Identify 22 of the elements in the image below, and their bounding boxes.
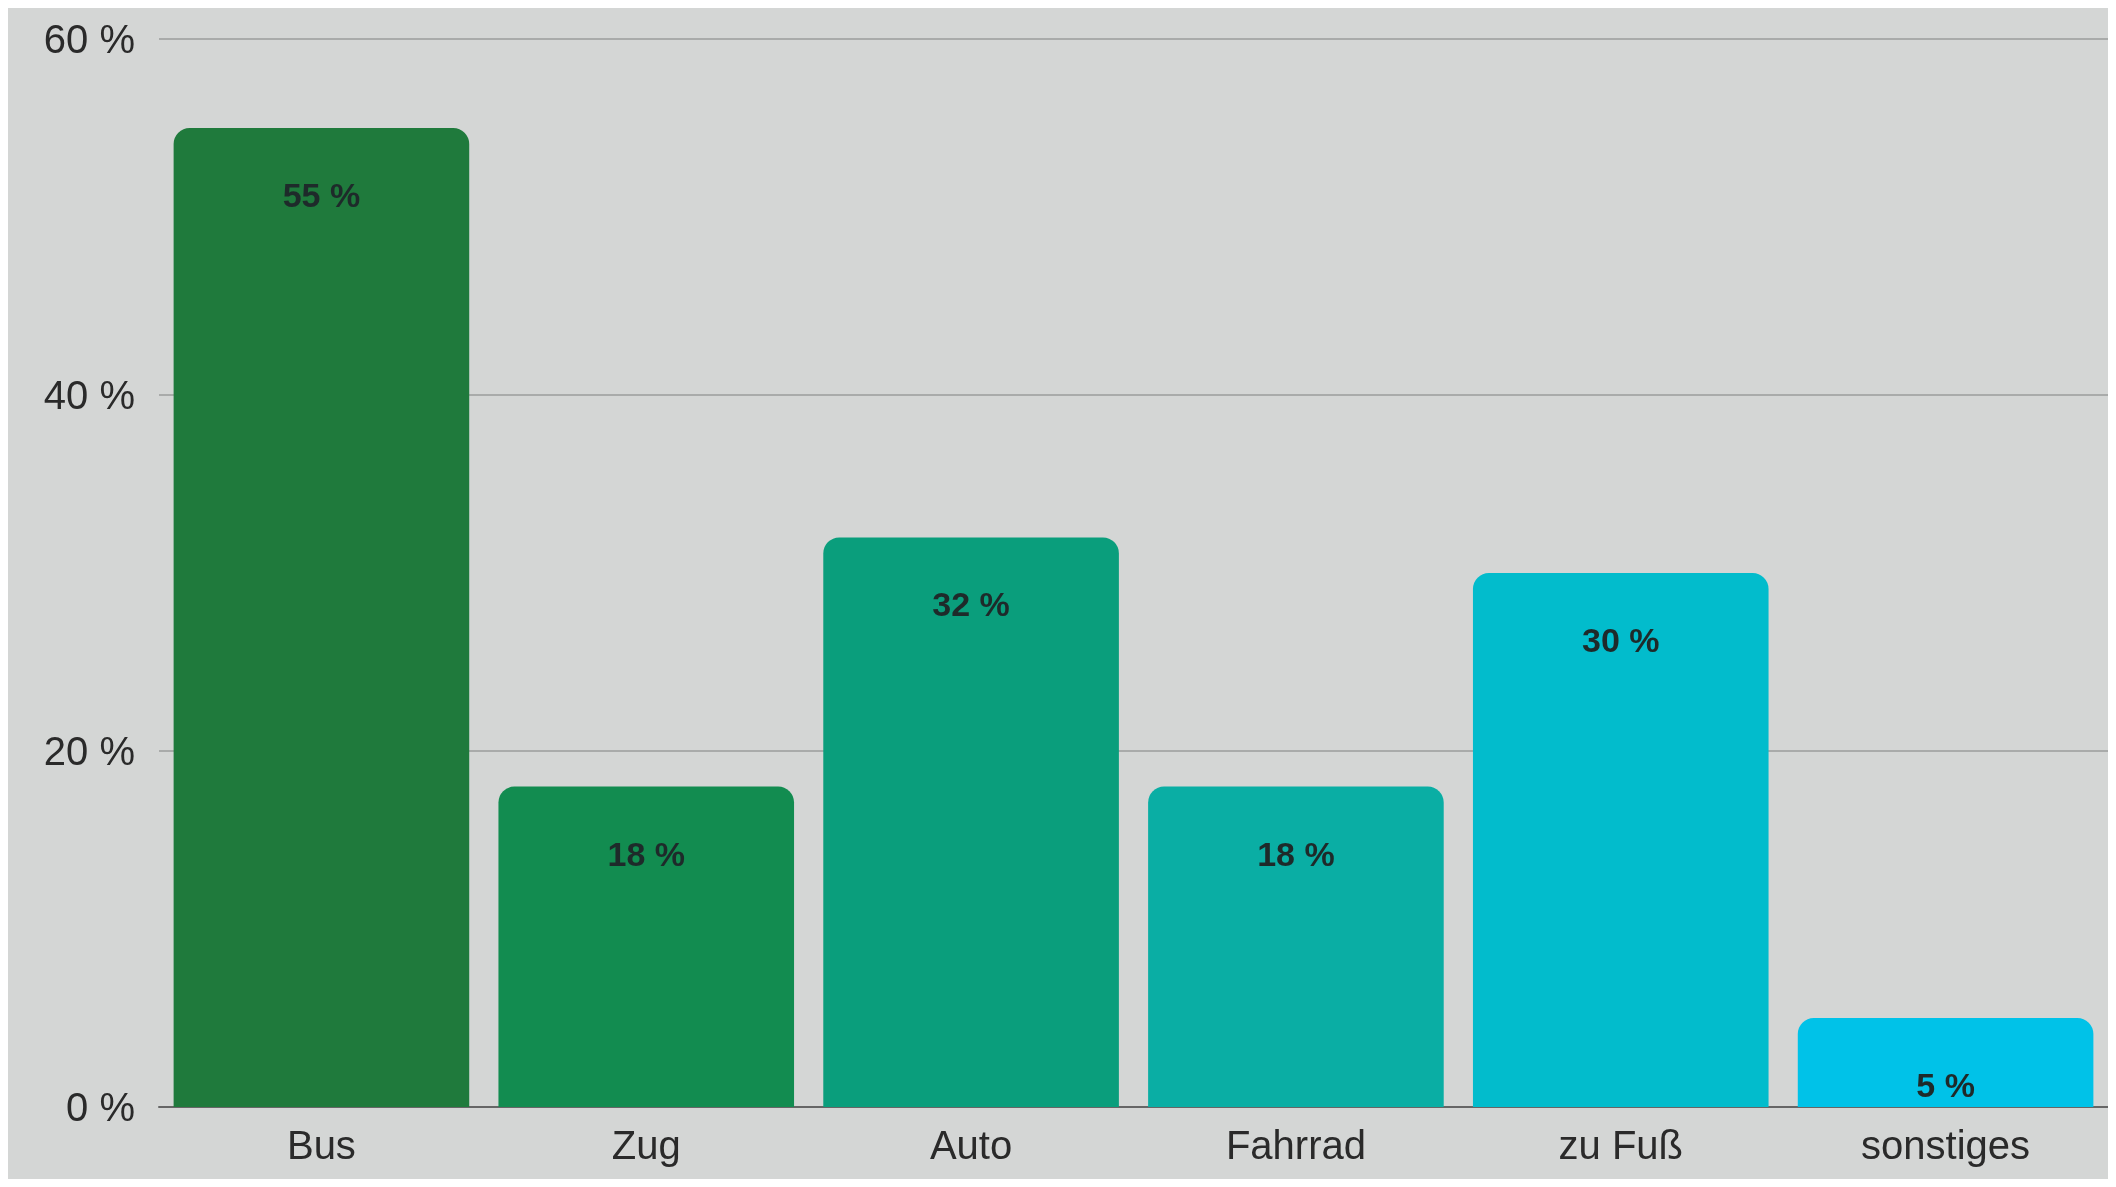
data-label: 18 % bbox=[607, 834, 685, 873]
x-tick-label: Bus bbox=[286, 1123, 356, 1167]
y-tick-label: 60 % bbox=[43, 17, 135, 61]
x-tick-label: Auto bbox=[929, 1123, 1013, 1167]
y-tick-label: 0 % bbox=[66, 1085, 135, 1129]
bar bbox=[1472, 573, 1769, 1107]
data-label: 18 % bbox=[1257, 834, 1335, 873]
y-tick-label: 40 % bbox=[43, 373, 135, 417]
bar bbox=[823, 537, 1119, 1107]
bar bbox=[498, 786, 795, 1107]
data-label: 55 % bbox=[282, 176, 361, 214]
bar bbox=[173, 128, 470, 1107]
x-tick-label: zu Fuß bbox=[1558, 1123, 1683, 1167]
data-label: 5 % bbox=[1916, 1066, 1975, 1104]
data-label: 30 % bbox=[1582, 621, 1660, 659]
bar bbox=[1148, 786, 1444, 1107]
x-tick-label: Zug bbox=[611, 1123, 681, 1167]
x-tick-label: Fahrrad bbox=[1225, 1123, 1366, 1167]
x-tick-label: sonstiges bbox=[1861, 1123, 2031, 1167]
data-label: 32 % bbox=[932, 585, 1010, 624]
y-tick-label: 20 % bbox=[43, 729, 135, 773]
bar bbox=[1797, 1018, 2094, 1107]
